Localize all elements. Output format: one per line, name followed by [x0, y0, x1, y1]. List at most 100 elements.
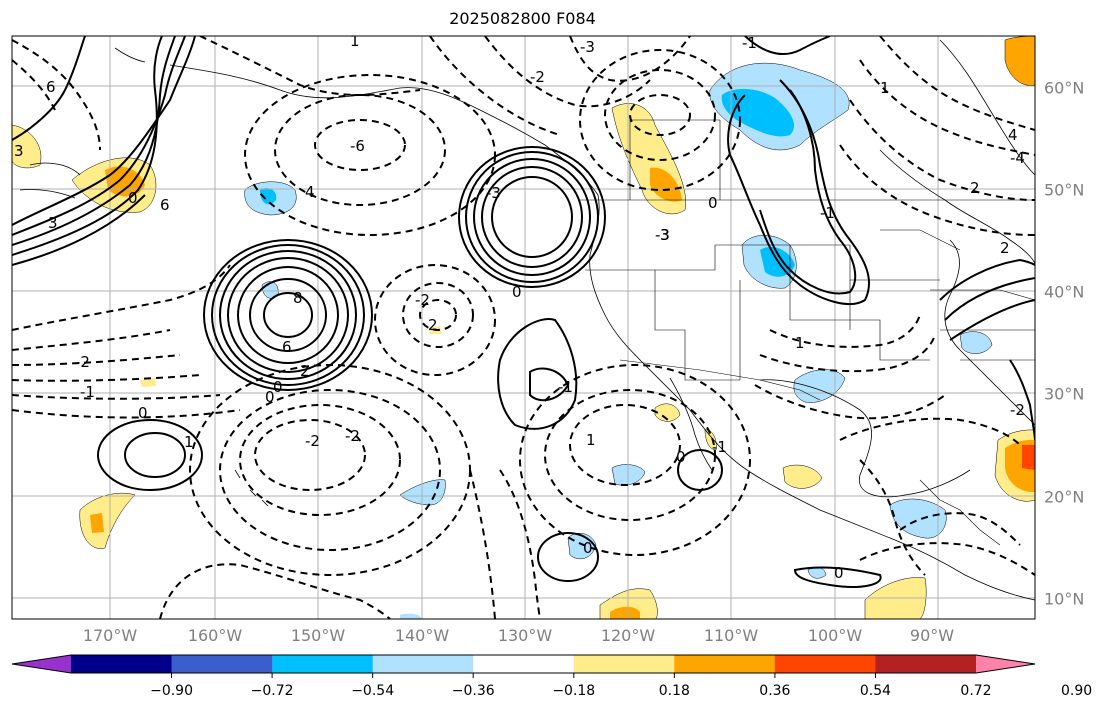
- colorbar-segment: [272, 655, 374, 673]
- lon-label: 110°W: [703, 626, 759, 645]
- colorbar-tick-label: −0.36: [451, 683, 495, 699]
- negative-anomaly-area: [399, 479, 446, 506]
- contour-label: 0: [834, 564, 844, 582]
- contour-label: -1: [558, 378, 573, 396]
- contour-label: -2: [75, 353, 90, 371]
- colorbar-segment: [875, 655, 977, 673]
- contour-label: 2: [970, 179, 980, 197]
- colorbar-extend-low: [12, 655, 71, 673]
- contour-label: -1: [742, 34, 757, 52]
- positive-anomaly-area: [610, 606, 640, 619]
- negative-anomaly-area: [959, 331, 993, 354]
- contour-label: 6: [160, 196, 170, 214]
- positive-anomaly-area: [90, 513, 104, 533]
- positive-anomaly-area: [782, 464, 823, 489]
- contour-label: 0: [708, 194, 718, 212]
- contour-label: 2: [300, 362, 310, 380]
- colorbar-tick-label: 0.90: [1060, 683, 1093, 699]
- positive-anomaly-area: [140, 378, 156, 387]
- contour-labels: 1 3 6 -3 0 -2 3 6 -6 4 -2 -3 2 1 4 8 6 2…: [14, 32, 1025, 582]
- contour-label: -4: [1010, 149, 1025, 167]
- contour-label: 1: [880, 79, 890, 97]
- contour-label: -2: [345, 427, 360, 445]
- colorbar-tick-label: 0.54: [859, 683, 892, 699]
- lon-label: 90°W: [909, 626, 955, 645]
- map-title: 2025082800 F084: [449, 9, 596, 28]
- colorbar-extend-high: [976, 655, 1035, 673]
- contours-negative: [12, 36, 1035, 619]
- positive-anomaly-area: [1022, 445, 1035, 470]
- contour-label: -3: [486, 184, 501, 202]
- lon-label: 120°W: [600, 626, 656, 645]
- negative-anomaly-area: [400, 613, 422, 619]
- contour-label: 1: [795, 334, 805, 352]
- lat-label: 10°N: [1044, 589, 1085, 609]
- positive-anomaly-area: [1004, 36, 1035, 86]
- contour-label: 0: [676, 448, 686, 466]
- contour-label: 3: [660, 226, 670, 244]
- colorbar-segment: [674, 655, 776, 673]
- contour-label: -3: [580, 38, 595, 56]
- colorbar-segment: [774, 655, 876, 673]
- colorbar-tick-label: −0.90: [150, 683, 193, 699]
- shaded-anomaly-areas: [12, 36, 1035, 619]
- contour-label: 4: [1008, 126, 1018, 144]
- contour-label: -3: [655, 226, 670, 244]
- contour-label: 1: [350, 32, 360, 50]
- contour-label: -2: [530, 68, 545, 86]
- contour-label: 0: [273, 378, 283, 396]
- colorbar: [11, 654, 1036, 678]
- colorbar-tick-label: 0.36: [759, 683, 791, 699]
- lon-label: 160°W: [187, 626, 243, 645]
- contour-label: 4: [305, 183, 315, 201]
- lon-label: 130°W: [497, 626, 553, 645]
- contour-label: 1: [586, 431, 596, 449]
- colorbar-segment: [171, 655, 273, 673]
- contour-label: 0: [583, 539, 593, 557]
- contour-label: -2: [305, 432, 320, 450]
- country-borders: [580, 119, 1035, 546]
- contour-label: 3: [48, 214, 58, 232]
- lon-label: 140°W: [394, 626, 450, 645]
- lat-label: 60°N: [1044, 78, 1085, 98]
- contour-label: 0: [128, 189, 138, 207]
- colorbar-tick-label: −0.72: [250, 683, 294, 699]
- contour-label: -1: [712, 438, 727, 456]
- lat-label: 50°N: [1044, 180, 1085, 200]
- contour-label: 0: [512, 283, 522, 301]
- colorbar-outline: [11, 654, 1036, 674]
- lon-label: 170°W: [82, 626, 138, 645]
- positive-anomaly-area: [654, 403, 681, 422]
- colorbar-segment: [573, 655, 675, 673]
- contour-label: -6: [350, 137, 365, 155]
- contour-label: -2: [415, 291, 430, 309]
- contour-label: 8: [293, 289, 303, 307]
- colorbar-segment: [473, 655, 575, 673]
- colorbar-tick-label: 0.18: [658, 683, 690, 699]
- colorbar-tick-label: 0.72: [960, 683, 992, 699]
- negative-anomaly-area: [260, 188, 277, 205]
- colorbar-segment: [71, 655, 173, 673]
- contour-label: 6: [46, 78, 56, 96]
- colorbar-segment: [372, 655, 474, 673]
- map-frame: [11, 35, 1036, 620]
- contour-label: -1: [80, 383, 95, 401]
- negative-anomaly-area: [807, 567, 827, 579]
- lat-label: 20°N: [1044, 487, 1085, 507]
- contour-label: 0: [138, 404, 148, 422]
- contour-label: -2: [1010, 401, 1025, 419]
- contours-positive: [12, 36, 1035, 588]
- lat-label: 30°N: [1044, 384, 1085, 404]
- lon-label: 100°W: [807, 626, 863, 645]
- contour-label: -1: [820, 204, 835, 222]
- contour-label: 2: [1000, 239, 1010, 257]
- contour-label: 2: [428, 316, 438, 334]
- colorbar-tick-label: −0.54: [351, 683, 395, 699]
- contour-label: 6: [282, 338, 292, 356]
- colorbar-tick-label: −0.18: [552, 683, 596, 699]
- lat-label: 40°N: [1044, 282, 1085, 302]
- contour-label: 0: [265, 388, 275, 406]
- lon-label: 150°W: [290, 626, 346, 645]
- coastlines: [19, 39, 1035, 601]
